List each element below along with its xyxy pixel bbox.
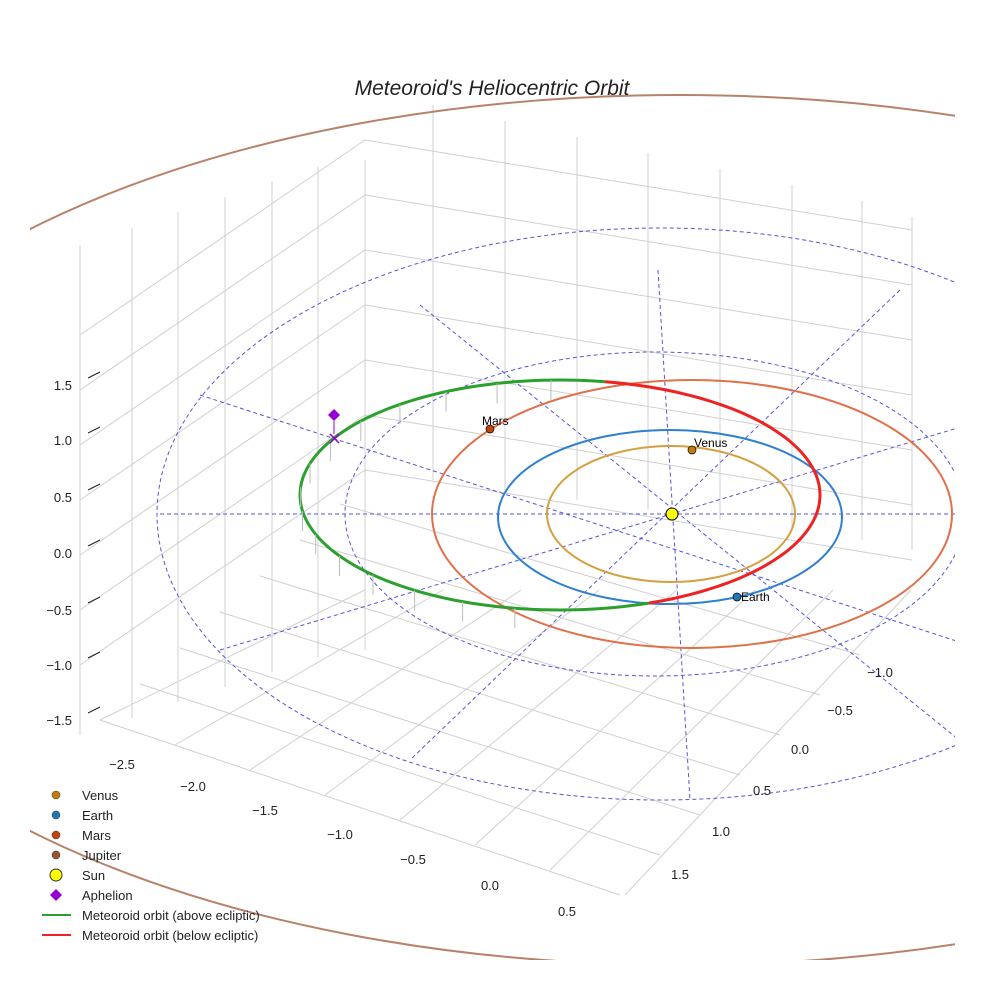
grid-line: [174, 589, 444, 746]
grid-line: [364, 359, 913, 451]
meteoroid-orbit-below: [604, 380, 822, 605]
chart-title: Meteoroid's Heliocentric Orbit: [355, 77, 631, 100]
y-tick-label: 1.5: [671, 867, 689, 882]
legend-label: Meteoroid orbit (above ecliptic): [82, 908, 260, 923]
grid-line: [259, 575, 781, 736]
y-tick-label: 0.0: [791, 742, 809, 757]
grid-line: [79, 139, 366, 336]
z-tick: [87, 483, 101, 491]
grid-line: [139, 683, 661, 856]
reference-guides: [156, 227, 955, 801]
x-tick-label: 0.0: [481, 878, 499, 893]
meteoroid-orbit-above: [298, 378, 650, 612]
y-tick-label: 0.5: [753, 783, 771, 798]
guide-line: [409, 289, 901, 761]
grid: [79, 105, 913, 896]
venus-marker: [687, 445, 697, 455]
grid-line: [364, 249, 913, 341]
z-tick-label: −1.5: [46, 713, 72, 728]
grid-line: [624, 589, 912, 896]
sun-marker: [665, 507, 679, 521]
grid-line: [364, 139, 913, 231]
x-tick-label: −2.5: [109, 757, 135, 772]
x-tick-label: 0.5: [558, 904, 576, 919]
y-tick-label: −0.5: [827, 703, 853, 718]
x-tick-label: −0.5: [400, 852, 426, 867]
legend-label: Earth: [82, 808, 113, 823]
grid-line: [79, 359, 366, 556]
grid-line: [364, 194, 913, 286]
z-tick-label: −1.0: [46, 658, 72, 673]
aphelion-marker: [328, 409, 340, 421]
z-tick: [87, 651, 101, 659]
grid-line: [299, 539, 821, 696]
legend-marker: [51, 850, 61, 860]
z-tick-label: 1.5: [54, 378, 72, 393]
venus-orbit: [546, 445, 796, 583]
legend-marker: [50, 889, 62, 901]
earth-label: Earth: [741, 590, 770, 604]
aphelion-projection-marker: [329, 433, 340, 444]
jupiter-orbit: [30, 94, 955, 960]
y-tick-label: 1.0: [712, 824, 730, 839]
legend-label: Mars: [82, 828, 111, 843]
legend-label: Sun: [82, 868, 105, 883]
grid-line: [364, 414, 913, 506]
grid-line: [364, 304, 913, 396]
x-tick-label: −2.0: [180, 779, 206, 794]
z-tick-label: −0.5: [46, 603, 72, 618]
y-tick-label: −1.0: [867, 665, 893, 680]
grid-line: [79, 249, 366, 446]
z-tick: [87, 371, 101, 379]
grid-line: [99, 589, 366, 721]
z-tick-label: 0.0: [54, 546, 72, 561]
earth-marker: [732, 592, 742, 602]
z-tick: [87, 596, 101, 604]
grid-line: [399, 589, 678, 821]
grid-line: [79, 469, 366, 666]
legend-marker: [51, 790, 61, 800]
legend-label: Venus: [82, 788, 119, 803]
z-tick: [87, 539, 101, 547]
guide-line: [657, 269, 691, 801]
grid-line: [474, 589, 756, 846]
earth-orbit: [497, 429, 843, 605]
grid-line: [364, 469, 913, 561]
grid-line: [339, 503, 861, 656]
guide-ellipse-inner: [344, 351, 955, 677]
legend-label: Meteoroid orbit (below ecliptic): [82, 928, 258, 943]
legend-label: Aphelion: [82, 888, 133, 903]
mars-orbit: [431, 379, 953, 649]
legend-marker: [51, 830, 61, 840]
grid-line: [79, 194, 366, 391]
venus-label: Venus: [694, 436, 727, 450]
x-tick-label: −1.0: [327, 827, 353, 842]
guide-ellipse-outer: [156, 227, 955, 801]
z-tick: [87, 426, 101, 434]
guide-line: [419, 304, 955, 738]
z-tick-label: 0.5: [54, 490, 72, 505]
x-tick-label: −1.5: [252, 803, 278, 818]
mars-label: Mars: [482, 414, 509, 428]
grid-line: [99, 719, 621, 896]
grid-line: [249, 589, 522, 771]
mars-marker: [485, 424, 495, 434]
guide-line: [199, 394, 955, 642]
legend-label: Jupiter: [82, 848, 122, 863]
z-tick: [87, 706, 101, 714]
legend-marker: [49, 868, 63, 882]
grid-line: [324, 589, 600, 796]
legend: Venus Earth Mars Jupiter Sun Aphelion Meteoroi…: [42, 788, 260, 943]
grid-line: [549, 589, 834, 871]
z-tick-label: 1.0: [54, 433, 72, 448]
legend-marker: [51, 810, 61, 820]
grid-line: [79, 414, 366, 611]
